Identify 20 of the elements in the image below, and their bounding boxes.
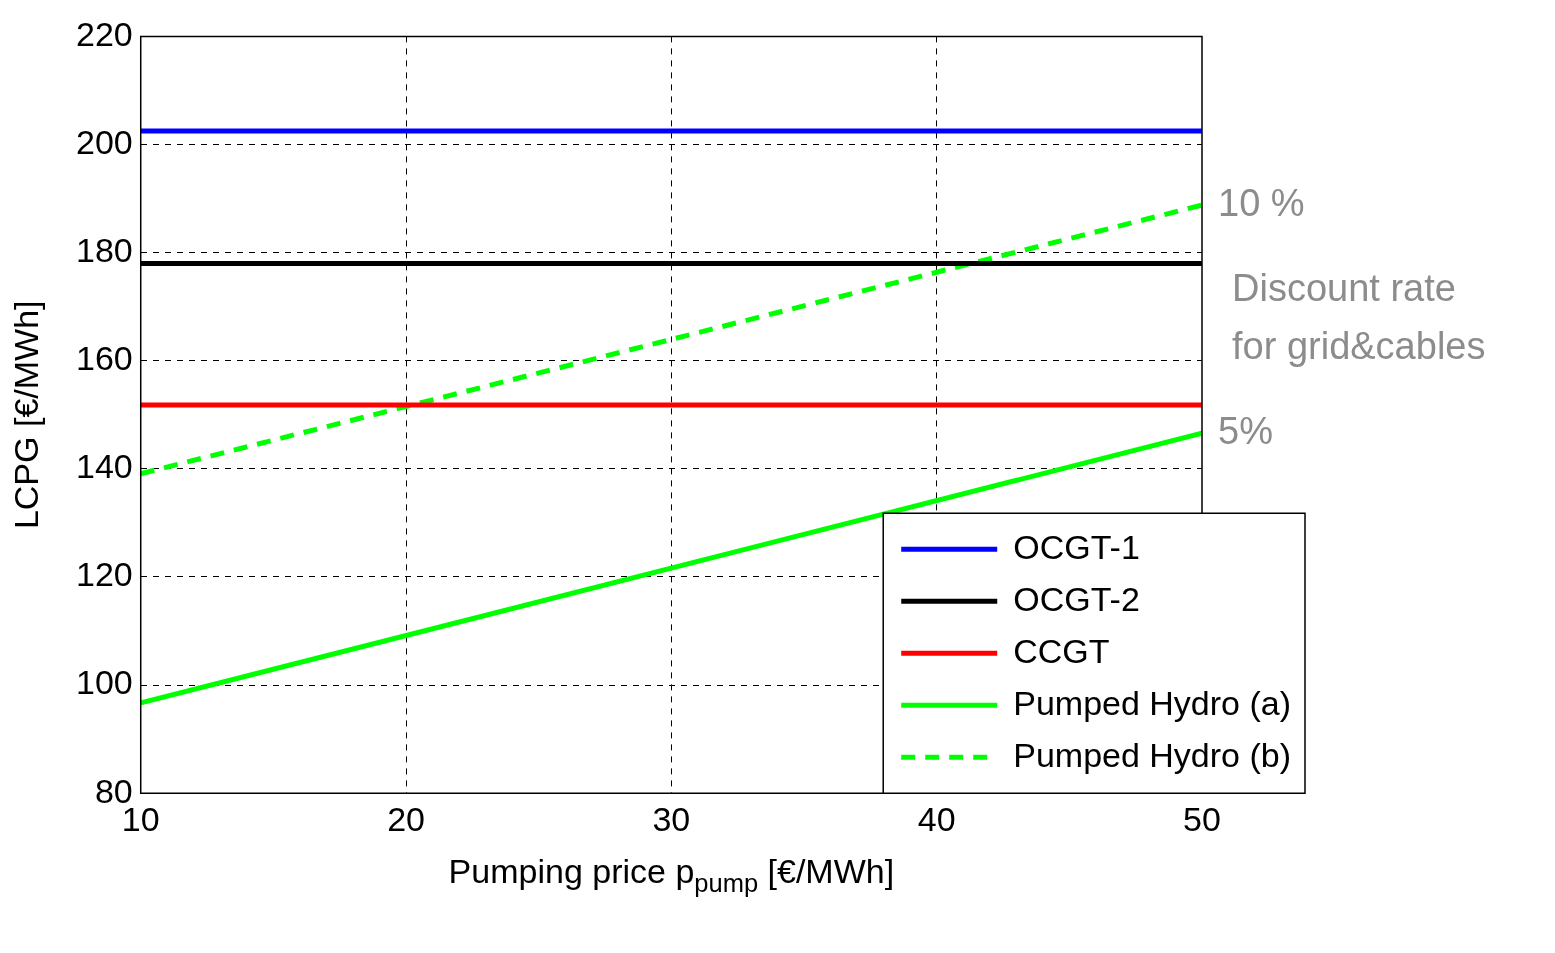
text: Discount rate for grid&cables xyxy=(1232,266,1486,367)
y-tick-label: 160 xyxy=(75,339,133,378)
legend-label: Pumped Hydro (b) xyxy=(1013,735,1291,774)
y-tick-label: 100 xyxy=(75,663,133,702)
annotation: 5% xyxy=(1218,409,1273,452)
x-tick-label: 20 xyxy=(387,799,425,838)
y-tick-label: 120 xyxy=(75,555,133,594)
y-tick-label: 180 xyxy=(75,231,133,269)
legend-label: CCGT xyxy=(1013,631,1110,670)
x-tick-label: 50 xyxy=(1183,799,1221,838)
legend-label: OCGT-1 xyxy=(1013,527,1140,566)
y-tick-label: 140 xyxy=(75,447,133,486)
x-tick-label: 30 xyxy=(652,799,691,838)
y-tick-label: 200 xyxy=(75,122,133,161)
x-tick-label: 40 xyxy=(917,799,956,838)
y-axis-title: LCPG [€/MWh] xyxy=(7,300,46,530)
legend-label: Pumped Hydro (a) xyxy=(1013,683,1291,722)
y-tick-label: 220 xyxy=(75,14,133,53)
annotation: 10 % xyxy=(1218,181,1305,224)
legend-label: OCGT-2 xyxy=(1013,579,1140,618)
